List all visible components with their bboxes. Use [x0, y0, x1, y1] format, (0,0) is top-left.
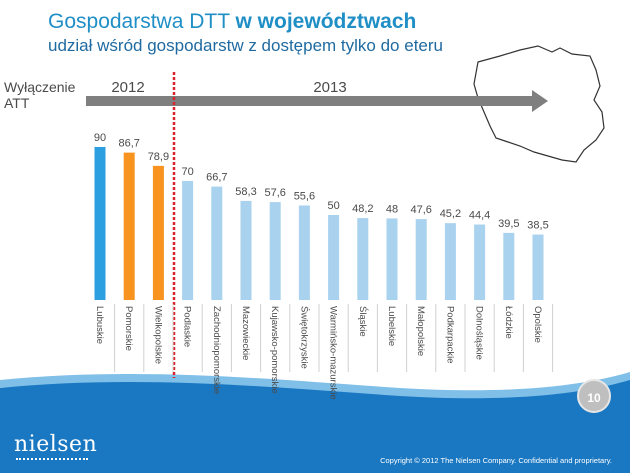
bar-podlaskie: [182, 181, 194, 300]
category-label-dolnośląskie: Dolnośląskie: [474, 306, 485, 360]
category-label-lubelskie: Lubelskie: [386, 306, 397, 346]
category-ticks: [114, 304, 554, 372]
category-label-śląskie: Śląskie: [357, 306, 369, 337]
timeline-arrow: [86, 90, 548, 112]
att-switch-off-label: Wyłączenie ATT: [4, 79, 76, 111]
bar-lubuskie: [94, 147, 106, 300]
value-label-podlaskie: 70: [181, 166, 193, 178]
value-label-podkarpackie: 45,2: [440, 208, 461, 220]
value-label-świętokrzyskie: 55,6: [294, 190, 315, 202]
bar-zachodniopomorskie: [211, 186, 223, 300]
category-label-opolskie: Opolskie: [532, 306, 543, 343]
page-number-badge: 10: [577, 379, 611, 413]
value-label-zachodniopomorskie: 66,7: [206, 172, 227, 184]
category-label-świętokrzyskie: Świętokrzyskie: [298, 306, 310, 369]
bar-podkarpackie: [444, 223, 456, 300]
bar-kujawsko-pomorskie: [269, 202, 281, 300]
bar-śląskie: [357, 218, 369, 300]
category-label-małopolskie: Małopolskie: [415, 306, 426, 356]
value-label-łódzkie: 39,5: [498, 218, 519, 230]
value-label-lubuskie: 90: [94, 132, 106, 144]
category-label-kujawsko-pomorskie: Kujawsko-pomorskie: [269, 306, 280, 394]
title-bold: w województwach: [235, 10, 417, 33]
category-label-zachodniopomorskie: Zachodniopomorskie: [211, 306, 222, 394]
category-label-łódzkie: Łódzkie: [503, 306, 514, 339]
bar-łódzkie: [503, 232, 515, 300]
bar-warmińsko-mazurskie: [328, 215, 340, 300]
bar-małopolskie: [415, 219, 427, 300]
category-label-wielkopolskie: Wielkopolskie: [152, 306, 163, 364]
value-label-wielkopolskie: 78,9: [148, 151, 169, 163]
bar-mazowieckie: [240, 200, 252, 300]
page-title: Gospodarstwa DTT w województwach: [48, 10, 416, 34]
value-labels: 90 86,7 78,9 70 66,7 58,3 57,6 55,6 50 48,2 48 47,6…: [94, 132, 549, 232]
page-subtitle: udział wśród gospodarstw z dostępem tylk…: [48, 36, 443, 55]
value-label-kujawsko-pomorskie: 57,6: [264, 187, 285, 199]
value-label-warmińsko-mazurskie: 50: [327, 200, 339, 212]
bar-świętokrzyskie: [298, 205, 310, 300]
category-label-mazowieckie: Mazowieckie: [240, 306, 251, 360]
category-label-pomorskie: Pomorskie: [123, 306, 134, 351]
nielsen-logo: nielsen: [14, 432, 98, 457]
title-regular: Gospodarstwa DTT: [48, 10, 236, 33]
category-label-podkarpackie: Podkarpackie: [444, 306, 455, 364]
copyright-text: Copyright © 2012 The Nielsen Company. Co…: [380, 456, 612, 465]
category-label-podlaskie: Podlaskie: [182, 306, 193, 347]
bar-wielkopolskie: [152, 165, 164, 300]
value-label-dolnośląskie: 44,4: [469, 210, 490, 222]
value-label-pomorskie: 86,7: [118, 138, 139, 150]
footer-band: [0, 372, 630, 473]
logo-underline: [16, 458, 88, 460]
value-label-śląskie: 48,2: [352, 203, 373, 215]
value-label-mazowieckie: 58,3: [235, 186, 256, 198]
bar-dolnośląskie: [474, 224, 486, 300]
value-label-opolskie: 38,5: [527, 220, 548, 232]
year-2013-label: 2013: [313, 79, 346, 96]
value-label-lubelskie: 48: [386, 203, 398, 215]
value-label-małopolskie: 47,6: [410, 204, 431, 216]
year-2012-label: 2012: [111, 79, 144, 96]
bar-opolskie: [532, 234, 544, 300]
bar-series: [94, 147, 544, 300]
category-labels: Lubuskie Pomorskie Wielkopolskie Podlaskie Z…: [94, 306, 543, 400]
category-label-lubuskie: Lubuskie: [94, 306, 105, 344]
category-label-warmińsko-mazurskie: Warmińsko-mazurskie: [328, 306, 339, 400]
bar-lubelskie: [386, 218, 398, 300]
bar-pomorskie: [123, 152, 135, 300]
